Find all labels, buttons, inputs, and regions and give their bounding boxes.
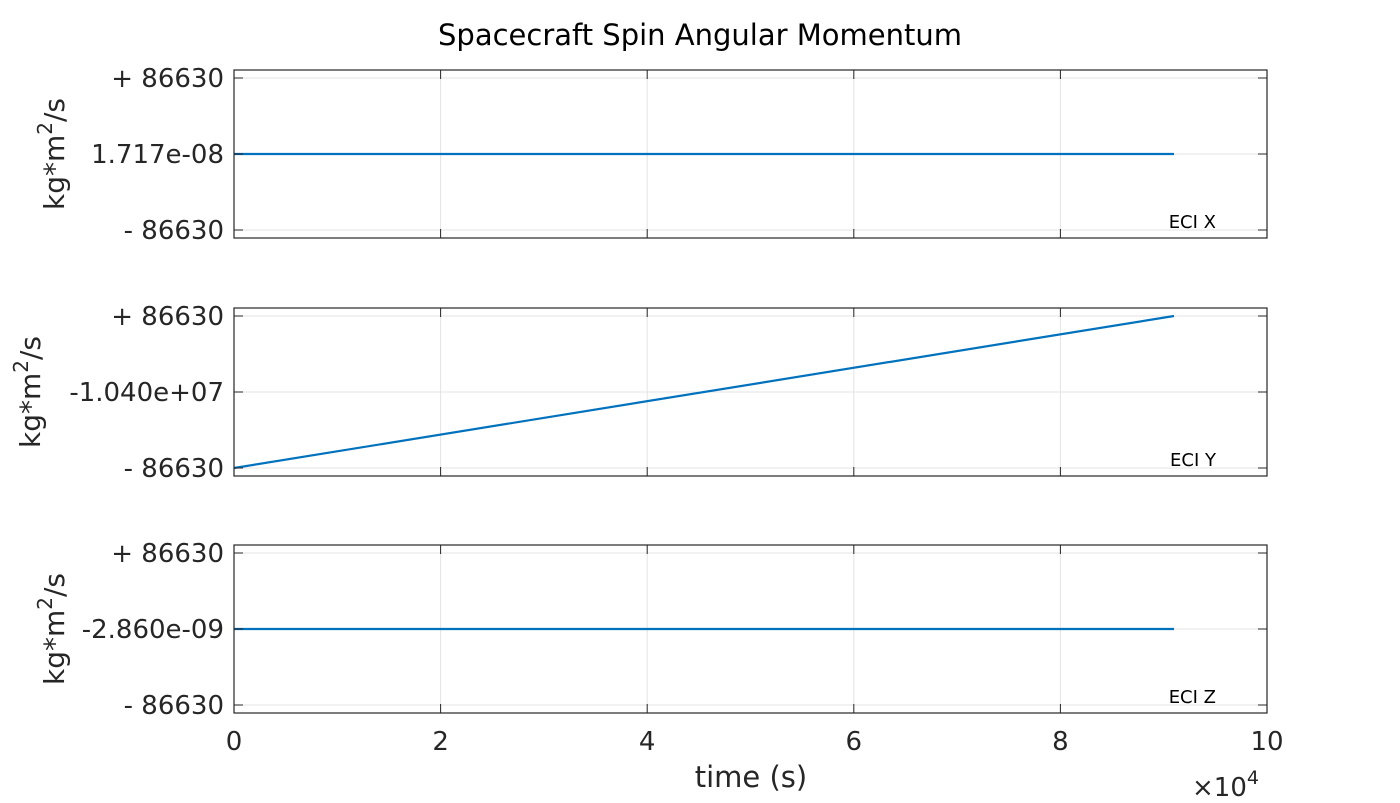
chart-title: Spacecraft Spin Angular Momentum [438,18,962,52]
panel-1-ylabel-sup: 2 [33,122,57,135]
panel-1-annotation: ECI X [1169,212,1216,233]
panel-1-ytick-label-0: + 86630 [111,64,224,94]
panel-3-ytick-label-1: -2.860e-09 [82,615,224,645]
panel-2-series-line [233,314,1175,470]
panel-1-ylabel: kg*m2/s [33,98,71,210]
panel-3-ytick-label-2: - 86630 [124,691,224,721]
xtick-label-1: 2 [432,727,449,757]
x-axis-multiplier: ×104 [1192,767,1259,803]
panel-1-ylabel-rest: /s [38,98,71,122]
panel-1: + 86630 1.717e-08 - 86630 ECI X kg*m2/s [33,64,1268,246]
xtick-label-4: 8 [1052,727,1069,757]
panel-2-ylabel-sup: 2 [9,360,33,373]
x-multiplier-exponent: 4 [1247,767,1259,789]
xtick-label-5: 10 [1250,727,1283,757]
xtick-label-2: 4 [639,727,656,757]
panel-3-ylabel-base: kg*m [38,610,71,685]
panel-1-ytick-label-2: - 86630 [124,216,224,246]
xtick-label-0: 0 [226,727,243,757]
panel-2-ytick-label-1: -1.040e+07 [69,378,224,408]
panel-2-ylabel-rest: /s [14,336,47,360]
xtick-label-3: 6 [846,727,863,757]
x-axis-label: time (s) [695,760,807,794]
x-multiplier-base: ×10 [1192,773,1247,803]
panel-2-ylabel-base: kg*m [14,373,47,448]
panel-1-ylabel-base: kg*m [38,135,71,210]
panel-3-ytick-label-0: + 86630 [111,539,224,569]
panel-2-ylabel: kg*m2/s [9,336,47,448]
panel-2-ytick-label-0: + 86630 [111,302,224,332]
panel-3-ylabel-sup: 2 [33,597,57,610]
panel-3-ylabel-rest: /s [38,573,71,597]
panel-2-annotation: ECI Y [1170,450,1217,471]
panel-1-ytick-label-1: 1.717e-08 [91,140,224,170]
panel-2: + 86630 -1.040e+07 - 86630 ECI Y kg*m2/s [9,302,1268,484]
panel-3-annotation: ECI Z [1169,687,1216,708]
panel-2-ytick-label-2: - 86630 [124,454,224,484]
x-axis: 0 2 4 6 8 10 [226,727,1284,757]
panel-3-ylabel: kg*m2/s [33,573,71,685]
panel-3: + 86630 -2.860e-09 - 86630 ECI Z kg*m2/s [33,539,1268,721]
